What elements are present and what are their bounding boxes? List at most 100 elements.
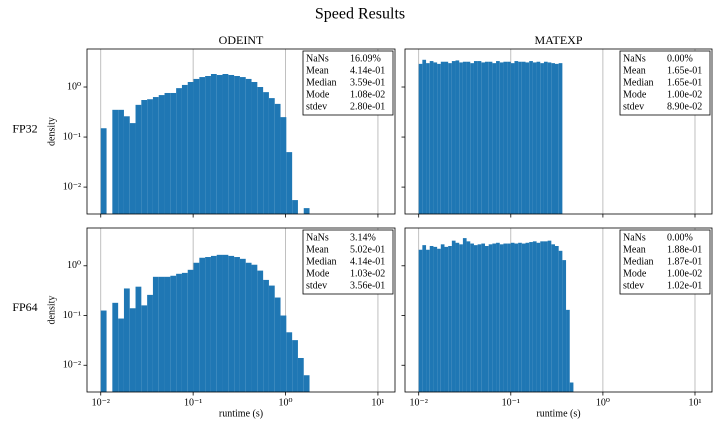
bar <box>440 244 445 392</box>
bar <box>507 61 511 214</box>
bar <box>245 262 252 392</box>
bar <box>437 63 441 215</box>
bar <box>152 276 159 392</box>
bar <box>440 61 445 214</box>
bar <box>292 200 298 214</box>
bar <box>222 254 229 392</box>
bar <box>499 244 504 392</box>
bar <box>205 257 211 392</box>
bar <box>462 61 467 214</box>
bar <box>422 245 427 392</box>
stats-value: 1.88e-01 <box>667 244 702 255</box>
bar <box>205 76 211 214</box>
bar <box>118 318 124 392</box>
stats-label: Median <box>623 256 654 267</box>
bar <box>216 74 223 215</box>
bar <box>158 276 165 392</box>
bar <box>426 63 430 215</box>
stats-value: 8.90e-02 <box>667 101 702 112</box>
bar <box>532 62 537 214</box>
bar <box>529 61 533 214</box>
bar <box>459 244 463 392</box>
bar <box>129 308 136 392</box>
stats-value: 3.56e-01 <box>350 280 385 291</box>
bar <box>263 92 269 214</box>
bar <box>470 243 474 392</box>
bar <box>562 260 567 392</box>
bar <box>135 104 142 214</box>
bar <box>216 254 223 392</box>
bar <box>499 62 504 214</box>
stats-value: 3.14% <box>350 232 376 243</box>
bar <box>540 63 544 215</box>
x-tick-label: 10⁻² <box>92 397 110 408</box>
bar <box>521 243 526 392</box>
stats-label: Mode <box>306 268 330 279</box>
bar <box>263 279 269 392</box>
bar <box>481 243 486 392</box>
bar <box>297 357 304 392</box>
bar <box>274 297 281 392</box>
bar <box>274 103 281 214</box>
bar <box>473 245 478 392</box>
figure-title: Speed Results <box>315 6 405 23</box>
bar <box>129 123 136 214</box>
bar <box>477 244 482 392</box>
bar <box>135 286 142 392</box>
stats-value: 2.80e-01 <box>350 101 385 112</box>
bar <box>543 241 548 392</box>
y-tick-label: 10⁻² <box>63 360 81 371</box>
bar <box>451 240 456 392</box>
bar <box>558 63 563 215</box>
bar <box>147 294 153 392</box>
stats-value: 4.14e-01 <box>350 256 385 267</box>
bar <box>496 242 500 392</box>
stats-box <box>302 50 394 116</box>
bar <box>100 128 107 214</box>
bar <box>199 257 206 392</box>
bar <box>286 152 293 214</box>
stats-value: 0.00% <box>667 53 693 64</box>
stats-label: Mean <box>306 65 329 76</box>
stats-label: NaNs <box>306 232 329 243</box>
bar <box>448 63 452 215</box>
bar <box>181 272 188 392</box>
stats-value: 1.65e-01 <box>667 65 702 76</box>
bar <box>418 63 423 215</box>
x-tick-label: 10⁻¹ <box>502 397 520 408</box>
x-tick-label: 10¹ <box>371 397 384 408</box>
y-axis-label: density <box>46 296 57 325</box>
stats-value: 0.00% <box>667 232 693 243</box>
bar <box>540 241 544 392</box>
stats-value: 3.59e-01 <box>350 77 385 88</box>
y-tick-label: 10⁰ <box>67 81 81 92</box>
bar <box>569 382 574 392</box>
bar <box>507 243 511 392</box>
bar <box>251 264 258 392</box>
bar <box>525 242 530 392</box>
bar <box>429 245 434 392</box>
bar <box>466 241 471 392</box>
stats-value: 1.02e-01 <box>667 280 702 291</box>
bar <box>547 240 552 392</box>
y-tick-label: 10⁻¹ <box>63 310 81 321</box>
stats-value: 1.08e-02 <box>350 89 385 100</box>
bar <box>280 315 287 392</box>
bar <box>170 275 177 392</box>
row-label: FP64 <box>12 300 37 314</box>
bar <box>536 61 541 214</box>
stats-label: NaNs <box>623 53 646 64</box>
bar <box>170 92 177 214</box>
bar <box>193 78 200 214</box>
bar <box>268 98 275 214</box>
y-axis-label: density <box>46 117 57 146</box>
bar <box>555 245 559 392</box>
bar <box>566 309 570 392</box>
x-axis-label: runtime (s) <box>219 408 263 419</box>
stats-label: Mode <box>623 268 647 279</box>
bar <box>152 97 159 214</box>
bar <box>433 246 438 392</box>
panel-title: MATEXP <box>534 33 582 47</box>
bar <box>181 84 188 214</box>
bar <box>286 332 293 392</box>
